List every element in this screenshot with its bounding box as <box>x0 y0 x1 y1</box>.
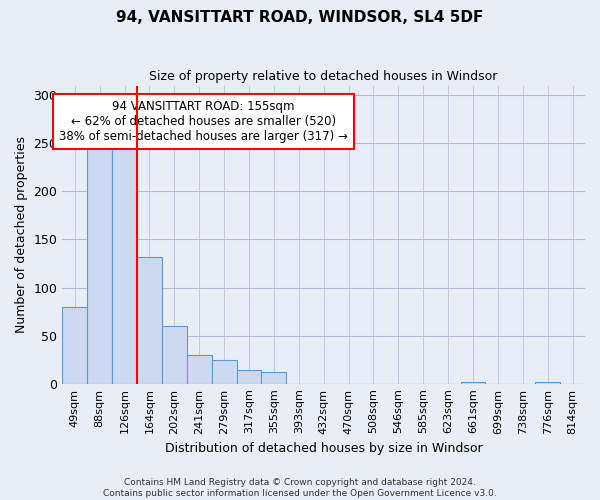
Bar <box>162 326 187 384</box>
Bar <box>236 370 262 384</box>
Bar <box>212 360 236 384</box>
Bar <box>187 355 212 384</box>
Text: 94 VANSITTART ROAD: 155sqm
← 62% of detached houses are smaller (520)
38% of sem: 94 VANSITTART ROAD: 155sqm ← 62% of deta… <box>59 100 348 143</box>
Bar <box>262 372 286 384</box>
Title: Size of property relative to detached houses in Windsor: Size of property relative to detached ho… <box>149 70 498 83</box>
Bar <box>112 147 137 384</box>
Text: 94, VANSITTART ROAD, WINDSOR, SL4 5DF: 94, VANSITTART ROAD, WINDSOR, SL4 5DF <box>116 10 484 25</box>
Bar <box>137 256 162 384</box>
Text: Contains HM Land Registry data © Crown copyright and database right 2024.
Contai: Contains HM Land Registry data © Crown c… <box>103 478 497 498</box>
Bar <box>87 144 112 384</box>
X-axis label: Distribution of detached houses by size in Windsor: Distribution of detached houses by size … <box>165 442 482 455</box>
Bar <box>461 382 485 384</box>
Bar <box>62 306 87 384</box>
Bar <box>535 382 560 384</box>
Y-axis label: Number of detached properties: Number of detached properties <box>15 136 28 333</box>
